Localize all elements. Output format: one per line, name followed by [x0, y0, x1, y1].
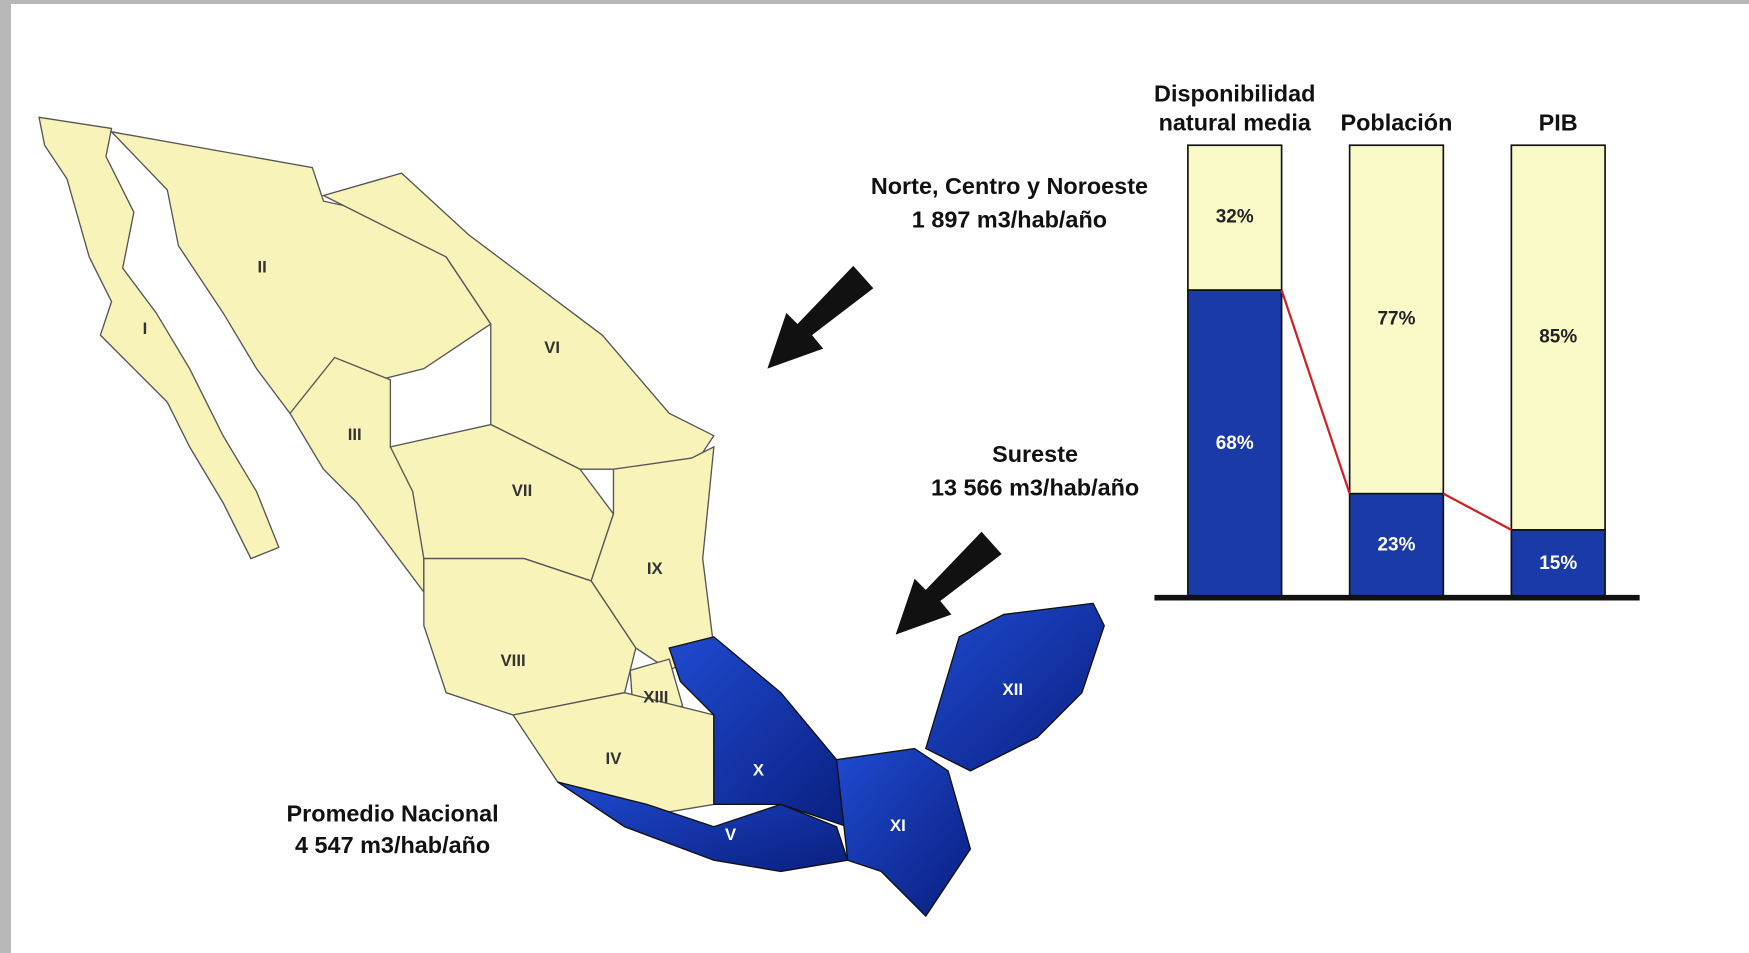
category-label: PIB	[1538, 110, 1578, 137]
bar-segment	[1510, 528, 1606, 599]
category-label-text: Disponibilidad natural media	[1154, 81, 1316, 137]
region-label: XIII	[643, 688, 668, 707]
annotation-note: 13 566 m3/hab/año	[931, 475, 1139, 501]
category-label: Población	[1340, 110, 1453, 137]
value-label: 77%	[1378, 308, 1416, 329]
value-label: 32%	[1216, 207, 1254, 228]
frame-top	[0, 0, 1749, 4]
value-label: 85%	[1539, 327, 1577, 348]
frame-left	[0, 0, 11, 953]
region-label: XI	[890, 816, 906, 835]
region-label: VI	[544, 338, 560, 357]
bar-segment	[1348, 492, 1445, 599]
value-label: 23%	[1378, 535, 1416, 556]
region-label: II	[257, 258, 266, 277]
bar-segment	[1510, 144, 1606, 531]
region-label: X	[753, 760, 765, 779]
category-label: Disponibilidad natural media	[1154, 81, 1316, 137]
region	[38, 116, 280, 560]
value-label: 68%	[1216, 433, 1254, 454]
bar-segment	[1348, 144, 1445, 495]
region	[557, 781, 849, 873]
arrow	[895, 531, 1002, 635]
annotation-note: 1 897 m3/hab/año	[912, 206, 1107, 232]
region-label: IX	[647, 559, 664, 578]
region-label: VIII	[501, 651, 526, 670]
connector	[1280, 289, 1351, 494]
region-label: VII	[512, 481, 532, 500]
arrow	[767, 265, 874, 369]
annotation-note: 4 547 m3/hab/año	[295, 832, 490, 858]
map: I II III IV V VI VII VIII IX X XI XII XI…	[38, 116, 1105, 918]
chart: 68% 32% Disponibilidad natural media 23% 77%…	[1154, 81, 1640, 601]
region	[668, 636, 849, 828]
region-label: V	[725, 825, 737, 844]
region-label: XII	[1003, 680, 1023, 699]
bar-segment	[1187, 144, 1283, 291]
annotation: Sureste	[992, 441, 1078, 467]
region	[924, 602, 1105, 772]
connector	[1442, 492, 1512, 531]
region-label: IV	[606, 749, 623, 768]
annotation: Promedio Nacional	[287, 801, 499, 827]
annotation: Norte, Centro y Noroeste	[871, 173, 1148, 199]
bar-segment	[1187, 289, 1283, 599]
category-label-text: PIB	[1538, 110, 1578, 137]
content: I II III IV V VI VII VIII IX X XI XII XI…	[38, 81, 1640, 918]
region-label: I	[143, 319, 148, 338]
value-label: 15%	[1539, 553, 1577, 574]
region-label: III	[348, 425, 362, 444]
region	[835, 747, 972, 918]
category-label-text: Población	[1340, 110, 1453, 137]
